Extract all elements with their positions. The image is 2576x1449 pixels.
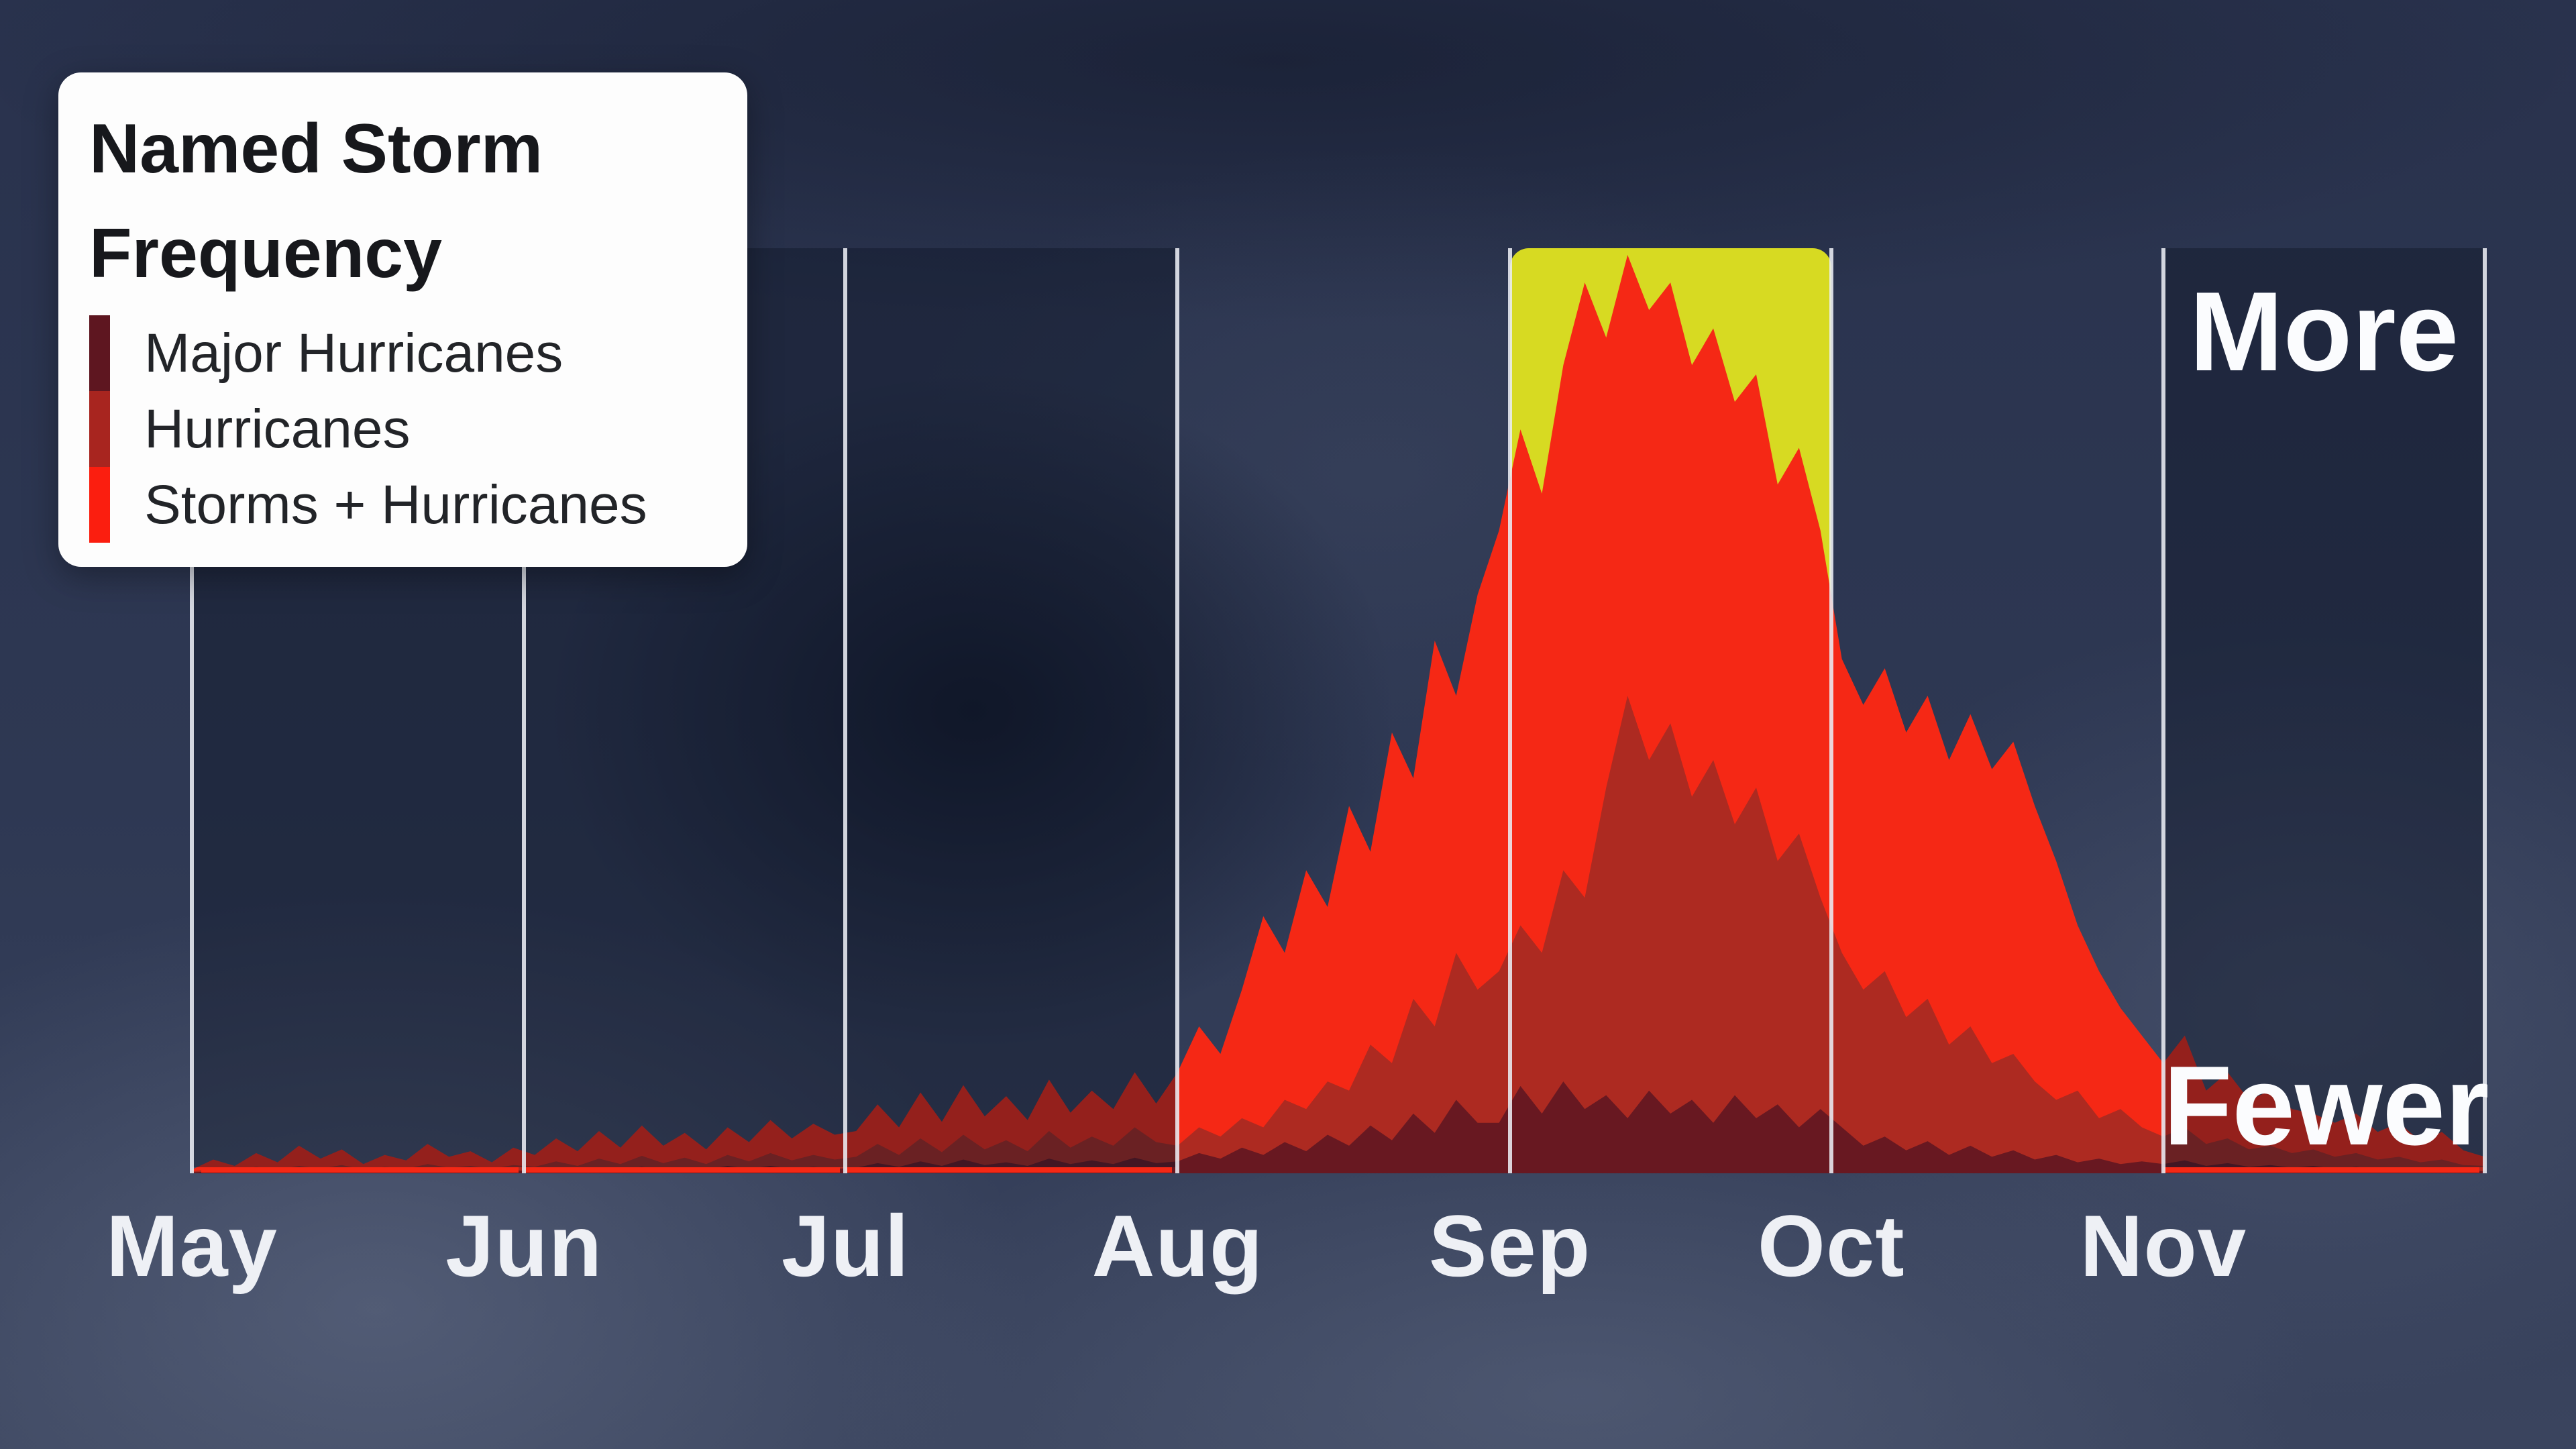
legend-item: Hurricanes [89, 391, 716, 467]
legend-item: Storms + Hurricanes [89, 467, 716, 543]
fewer-label: Fewer [2163, 1042, 2489, 1169]
month-gridline [1829, 248, 1833, 1173]
month-label-jun: Jun [445, 1197, 603, 1295]
month-gridline [522, 248, 527, 1173]
month-shade-panel [2163, 248, 2485, 1167]
month-gridline [2161, 248, 2165, 1173]
month-gridline [843, 248, 848, 1173]
month-label-nov: Nov [2080, 1197, 2247, 1295]
legend-item-label: Major Hurricanes [144, 322, 564, 384]
baseline-red-sliver [845, 1167, 1173, 1173]
month-label-may: May [106, 1197, 278, 1295]
month-gridline [1507, 248, 1512, 1173]
legend-item-label: Hurricanes [144, 398, 411, 460]
month-gridline [2483, 248, 2487, 1173]
more-label: More [2189, 268, 2459, 394]
legend-title: Named Storm Frequency [89, 110, 543, 292]
area-series-hurricanes [192, 696, 2485, 1173]
legend-swatch-icon [89, 315, 110, 391]
legend-item: Major Hurricanes [89, 315, 716, 391]
legend-swatch-icon [89, 391, 110, 467]
month-label-jul: Jul [781, 1197, 910, 1295]
legend-swatch-icon [89, 467, 110, 543]
legend-item-label: Storms + Hurricanes [144, 474, 647, 535]
area-series-storms-hurricanes [192, 255, 2485, 1173]
month-gridline [190, 248, 194, 1173]
legend-card: Named Storm Frequency Major Hurricanes Hu… [58, 72, 747, 567]
month-gridline [1175, 248, 1180, 1173]
baseline-red-sliver [2163, 1167, 2479, 1173]
month-label-oct: Oct [1757, 1197, 1905, 1295]
legend-items: Major Hurricanes Hurricanes Storms + Hurri… [89, 315, 716, 543]
baseline-red-sliver [201, 1167, 519, 1173]
month-label-sep: Sep [1428, 1197, 1591, 1295]
month-label-aug: Aug [1091, 1197, 1264, 1295]
baseline-red-sliver [524, 1167, 841, 1173]
area-series-major-hurricanes [192, 1081, 2485, 1173]
month-shade-panel [845, 248, 1178, 1167]
